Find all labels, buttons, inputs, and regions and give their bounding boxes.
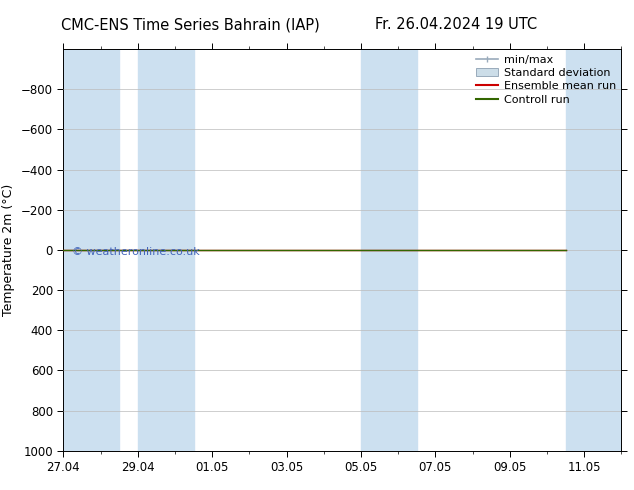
Title: CMC-ENS Time Series Bahrain (IAP)        Fr. 26.04.2024 19 UTC: CMC-ENS Time Series Bahrain (IAP) Fr. 26… [0,489,1,490]
Y-axis label: Temperature 2m (°C): Temperature 2m (°C) [3,184,15,316]
Legend: min/max, Standard deviation, Ensemble mean run, Controll run: min/max, Standard deviation, Ensemble me… [476,54,616,104]
Text: CMC-ENS Time Series Bahrain (IAP): CMC-ENS Time Series Bahrain (IAP) [61,17,320,32]
Bar [138,49,193,451]
Text: © weatheronline.co.uk: © weatheronline.co.uk [72,247,200,257]
Bar [361,49,417,451]
Text: Fr. 26.04.2024 19 UTC: Fr. 26.04.2024 19 UTC [375,17,538,32]
Bar [63,49,119,451]
Bar [566,49,621,451]
